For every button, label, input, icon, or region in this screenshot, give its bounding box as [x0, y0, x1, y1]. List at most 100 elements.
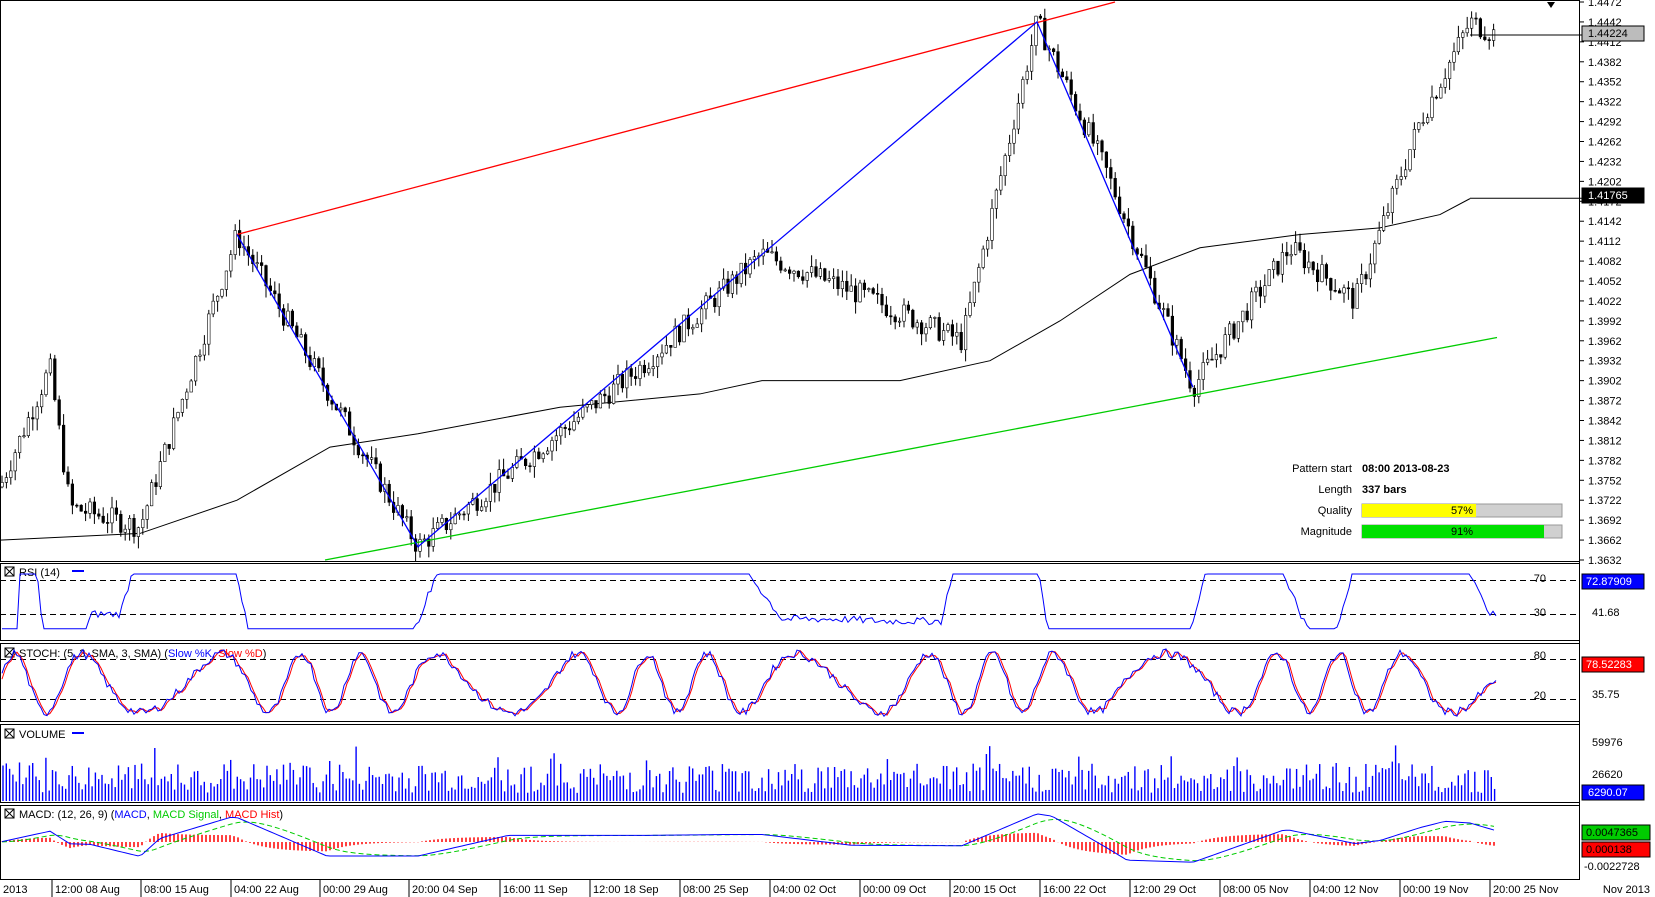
candle-body [70, 483, 74, 506]
current-price-tag: 1.44224 [1581, 25, 1645, 42]
pattern-start-label: Pattern start [1292, 463, 1352, 475]
ma-line [0, 198, 1471, 541]
rsi-close-icon[interactable] [4, 566, 15, 577]
candlesticks [0, 8, 1496, 562]
candle-body [1421, 122, 1425, 124]
stoch-close-icon[interactable] [4, 647, 15, 658]
candle-body [1021, 79, 1025, 104]
candle-body [1289, 254, 1293, 257]
candle-body [88, 501, 92, 514]
volume-close-icon[interactable] [4, 728, 15, 739]
volume-title: VOLUME [19, 729, 65, 741]
candle-body [946, 324, 950, 331]
candle-body [968, 302, 972, 316]
x-tick-label: 08:00 15 Aug [144, 884, 209, 896]
candle-body [915, 322, 919, 328]
x-tick-label: 20:00 15 Oct [953, 884, 1016, 896]
candle-body [1382, 215, 1386, 231]
x-tick-label: 16:00 11 Sep [503, 884, 568, 896]
candle-body [963, 315, 968, 351]
candle-body [361, 454, 365, 457]
candle-body [550, 440, 554, 452]
candle-body [216, 295, 220, 302]
pattern-magnitude-label: Magnitude [1301, 526, 1352, 538]
candle-body [1316, 269, 1320, 283]
candle-body [677, 325, 682, 343]
candle-body [1483, 36, 1487, 40]
y-tick-label: 1.4142 [1588, 216, 1622, 228]
main-pane[interactable] [0, 0, 1580, 562]
y-tick-label: 1.3722 [1588, 495, 1622, 507]
macd-tick: -0.0022728 [1584, 861, 1640, 873]
candle-body [1294, 242, 1298, 255]
candle-body [1087, 122, 1091, 136]
volume-tick-low: 26620 [1592, 769, 1623, 781]
candle-body [22, 435, 26, 437]
candle-body [1069, 79, 1073, 95]
candle-body [466, 504, 471, 515]
y-tick-label: 1.3902 [1588, 376, 1622, 388]
candle-body [1373, 242, 1377, 265]
candle-body [695, 323, 699, 328]
candle-body [1113, 178, 1117, 198]
candle-body [53, 358, 57, 401]
candle-body [1250, 291, 1254, 321]
candle-body [114, 507, 118, 515]
macd-close-icon[interactable] [4, 808, 15, 819]
candle-body [985, 240, 990, 250]
candle-body [554, 435, 558, 441]
candle-body [884, 304, 888, 317]
candle-body [405, 516, 409, 519]
candle-body [1100, 140, 1104, 153]
candle-body [145, 505, 149, 520]
candle-body [462, 513, 466, 516]
candle-body [39, 394, 44, 408]
candle-body [1311, 261, 1315, 271]
x-tick-label: 08:00 05 Nov [1223, 884, 1289, 896]
candle-body [1364, 274, 1368, 280]
quality-bar-fill [1362, 504, 1476, 517]
candle-body [660, 352, 664, 358]
volume-value-tag: 6290.07 [1588, 787, 1628, 799]
rsi-pane[interactable] [0, 563, 1580, 641]
candle-body [1003, 155, 1007, 177]
candle-body [132, 518, 136, 537]
candle-body [84, 510, 88, 514]
candle-body [545, 450, 550, 455]
magnitude-bar-fill [1362, 525, 1544, 538]
candle-body [255, 262, 259, 265]
candle-body [35, 406, 39, 420]
candle-body [814, 266, 818, 277]
candle-body [563, 427, 567, 429]
candle-body [699, 308, 704, 325]
zigzag-polyline [236, 20, 1194, 548]
candle-body [1456, 37, 1460, 53]
candle-body [1236, 321, 1240, 339]
candle-body [1228, 323, 1232, 335]
candle-body [616, 373, 620, 385]
candle-body [233, 230, 237, 255]
candle-body [669, 345, 673, 348]
candle-body [330, 400, 334, 405]
candle-body [581, 406, 585, 418]
candle-body [1386, 212, 1390, 216]
stoch-level-80-label: 80 [1534, 650, 1546, 662]
candle-body [1408, 149, 1412, 171]
candle-body [532, 451, 536, 467]
candle-body [1096, 140, 1100, 144]
candle-body [101, 515, 105, 523]
candle-body [576, 416, 580, 422]
candle-body [488, 483, 493, 502]
candle-body [1153, 277, 1157, 304]
candle-body [1338, 290, 1342, 294]
candle-body [1043, 17, 1047, 51]
candle-body [1324, 264, 1328, 279]
candle-body [1478, 18, 1482, 38]
candle-body [713, 298, 717, 308]
stoch-indicator: STOCH: (5, 3, SMA, 3, SMA) (Slow %K, Slo… [0, 647, 1645, 718]
candle-body [1307, 261, 1311, 269]
candle-body [589, 400, 594, 406]
candle-body [1470, 17, 1474, 29]
y-tick-label: 1.3812 [1588, 435, 1622, 447]
candle-body [955, 331, 959, 337]
